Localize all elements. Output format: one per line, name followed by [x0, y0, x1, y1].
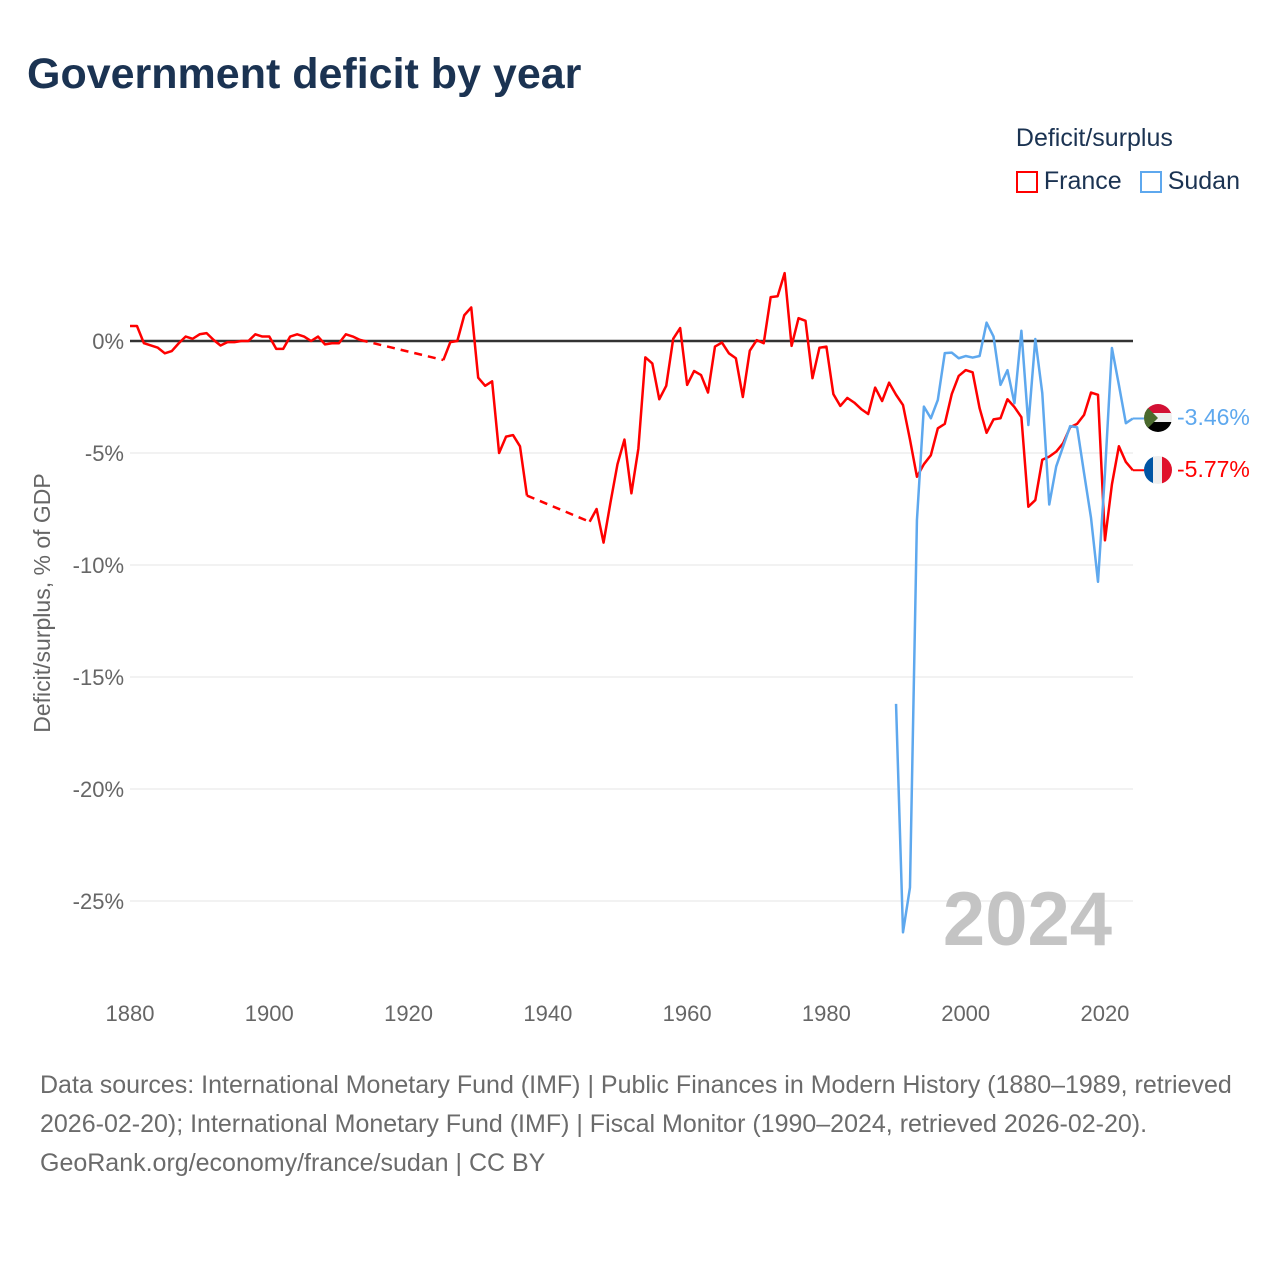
line-chart: 0% -5% -10% -15% -20% -25% 1880 1900 1920 1940 19… — [29, 271, 1250, 1026]
x-tick-labels: 1880 1900 1920 1940 1960 1980 2000 2020 — [106, 1001, 1130, 1026]
y-tick-label: -15% — [73, 665, 124, 690]
legend-item-france[interactable]: France — [1015, 167, 1122, 196]
y-tick-label: -5% — [85, 441, 124, 466]
y-tick-label: -20% — [73, 777, 124, 802]
series-line-segment — [442, 306, 529, 496]
series-line-segment — [588, 271, 1134, 544]
france-end-label: -5.77% — [1177, 456, 1250, 482]
x-tick-label: 2020 — [1080, 1001, 1129, 1026]
y-tick-label: -25% — [73, 889, 124, 914]
series-lines — [130, 271, 1144, 934]
gridlines — [130, 452, 1133, 902]
legend: Deficit/surplus France Sudan — [1015, 124, 1240, 196]
gap-connector — [359, 338, 444, 362]
sudan-end-marker: -3.46% — [1144, 404, 1250, 432]
sudan-flag-icon — [1144, 404, 1172, 432]
x-tick-label: 1900 — [245, 1001, 294, 1026]
x-tick-label: 1960 — [663, 1001, 712, 1026]
legend-swatch-france — [1015, 170, 1038, 193]
legend-label-france: France — [1043, 167, 1122, 195]
series-line-segment — [894, 321, 1134, 934]
france-flag-icon — [1144, 456, 1172, 484]
legend-title: Deficit/surplus — [1015, 124, 1173, 152]
chart-title: Government deficit by year — [27, 50, 582, 98]
gap-connector — [526, 494, 591, 523]
x-tick-label: 1980 — [802, 1001, 851, 1026]
data-sources: Data sources: International Monetary Fun… — [40, 1071, 1232, 1138]
y-tick-label: 0% — [92, 329, 124, 354]
year-watermark: 2024 — [943, 877, 1112, 962]
x-tick-label: 2000 — [941, 1001, 990, 1026]
x-tick-label: 1940 — [523, 1001, 572, 1026]
y-axis-label: Deficit/surplus, % of GDP — [29, 473, 55, 732]
legend-swatch-sudan — [1139, 170, 1162, 193]
y-tick-label: -10% — [73, 553, 124, 578]
france-end-marker: -5.77% — [1144, 456, 1250, 484]
series-line-segment — [130, 324, 361, 355]
sudan-end-label: -3.46% — [1177, 404, 1250, 430]
series-france — [130, 271, 1144, 544]
footer: Data sources: International Monetary Fun… — [40, 1066, 1240, 1183]
x-tick-label: 1920 — [384, 1001, 433, 1026]
legend-label-sudan: Sudan — [1167, 167, 1240, 195]
legend-item-sudan[interactable]: Sudan — [1139, 167, 1240, 196]
y-tick-labels: 0% -5% -10% -15% -20% -25% — [73, 329, 124, 914]
credit-link[interactable]: GeoRank.org/economy/france/sudan | CC BY — [40, 1149, 546, 1177]
series-sudan — [894, 321, 1144, 934]
x-tick-label: 1880 — [106, 1001, 155, 1026]
